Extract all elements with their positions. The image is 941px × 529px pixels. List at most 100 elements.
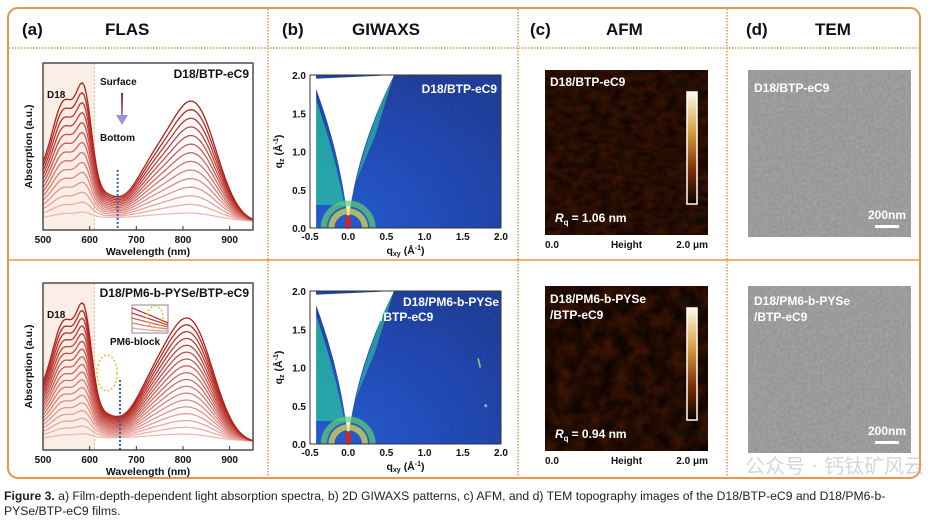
sample-label-line2: /BTP-eC9	[380, 310, 434, 324]
x-tick-label: 900	[221, 235, 238, 246]
giwaxs-ring-left	[310, 82, 345, 206]
figure-frame	[7, 7, 921, 479]
y-axis-label: qz (Å-1)	[272, 351, 286, 385]
afm-axis-left: 0.0	[545, 456, 559, 467]
y-tick-label: 1.0	[292, 148, 306, 159]
x-tick-label: 0.5	[379, 448, 393, 459]
colorbar-min: -3.6 nm	[672, 212, 707, 223]
x-axis-label-part: -1	[415, 245, 421, 252]
x-axis-label-part: )	[421, 245, 425, 257]
giwaxs-arc	[328, 208, 369, 229]
sample-label-line1: D18/PM6-b-PYSe	[403, 295, 499, 309]
x-tick-label: 2.0	[494, 232, 508, 243]
giwaxs-ring-right	[355, 291, 395, 399]
sample-label: D18/PM6-b-PYSe/BTP-eC9	[100, 286, 250, 300]
rq-subscript: q	[564, 434, 569, 443]
x-axis-label-part: -1	[415, 461, 421, 468]
giwaxs-ring-right	[355, 75, 395, 183]
afm-highlights	[545, 70, 708, 235]
pm6-block-circle	[96, 354, 118, 392]
spectrum-curve	[42, 386, 253, 442]
colorbar-max: 3.8 nm	[673, 79, 705, 90]
x-tick-label: 0.0	[341, 232, 355, 243]
x-tick-label: 500	[35, 455, 52, 466]
tem-image-bottom: D18/PM6-b-PYSe/BTP-eC9 200nm	[748, 286, 911, 453]
x-tick-label: 1.0	[418, 232, 432, 243]
x-axis-label-part: )	[421, 461, 425, 473]
tem-texture	[748, 286, 911, 453]
x-axis-label-part: xy	[393, 251, 401, 258]
giwaxs-ring-left	[310, 298, 345, 422]
x-tick-label: -0.5	[301, 232, 319, 243]
x-tick-label: 600	[81, 455, 98, 466]
spectrum-curve	[42, 171, 253, 221]
plot-frame	[309, 74, 502, 229]
spectrum-curve	[42, 131, 253, 221]
panel-a-letter: (a)	[22, 20, 43, 39]
y-tick-label: 0.5	[292, 402, 306, 413]
afm-highlights	[545, 286, 708, 451]
pm6-inset-circle	[146, 305, 164, 329]
x-tick-label: 800	[175, 455, 192, 466]
x-axis-label: Wavelength (nm)	[106, 466, 190, 478]
watermark: 公众号 · 钙钛矿风云	[745, 454, 925, 478]
x-tick-label: 700	[128, 235, 145, 246]
spectrum-curve	[42, 433, 253, 442]
spectrum-curve	[42, 394, 253, 442]
roughness-label: Rq = 1.06 nm	[555, 211, 627, 227]
afm-colorbar	[686, 307, 698, 421]
inset-curve	[131, 307, 169, 324]
giwaxs-blind-edge	[310, 291, 317, 444]
inset-curve	[131, 317, 169, 328]
y-tick-label: 1.0	[292, 364, 306, 375]
y-axis-label-part: z	[279, 158, 286, 162]
tem-image-top: D18/BTP-eC9 200nm	[748, 70, 911, 237]
spectrum-curve	[42, 181, 253, 222]
y-tick-label: 2.0	[292, 71, 306, 82]
y-axis-label-part: q	[273, 162, 285, 168]
spectrum-curve	[42, 371, 253, 442]
spectrum-curve	[42, 101, 253, 220]
pm6-block-label: PM6-block	[110, 337, 160, 348]
spectrum-curve	[42, 211, 253, 222]
x-axis-label-part: q	[386, 461, 392, 473]
y-tick-label: 0.0	[292, 440, 306, 451]
y-axis-label-part: )	[273, 135, 285, 139]
caption-label: Figure 3.	[4, 489, 55, 503]
x-tick-label: 0.5	[379, 232, 393, 243]
figure-caption: Figure 3. a) Film-depth-dependent light …	[4, 489, 939, 519]
spectrum-curve	[42, 340, 253, 442]
scale-bar-label: 200nm	[868, 424, 906, 438]
y-axis-label-part: (Å	[272, 360, 285, 371]
sample-label: D18/BTP-eC9	[550, 75, 626, 89]
spectrum-curve	[42, 161, 253, 221]
plot-frame	[309, 290, 502, 445]
x-tick-label: 600	[81, 235, 98, 246]
sample-label: D18/BTP-eC9	[422, 82, 498, 96]
d18-label: D18	[47, 90, 66, 101]
y-tick-label: 1.5	[292, 109, 306, 120]
depth-arrow-shaft	[121, 93, 123, 117]
x-tick-label: 900	[221, 455, 238, 466]
sample-label-line2: /BTP-eC9	[550, 308, 604, 322]
spectrum-curve	[42, 332, 253, 442]
x-axis-label-part: xy	[393, 467, 401, 474]
panel-c-letter: (c)	[530, 20, 551, 39]
giwaxs-arc	[320, 200, 376, 229]
sample-label: D18/BTP-eC9	[174, 67, 250, 81]
y-axis-label-part: -1	[273, 354, 280, 360]
panel-d-letter: (d)	[746, 20, 768, 39]
x-axis-label-part: (Å	[404, 460, 415, 473]
rq-symbol: R	[555, 211, 564, 225]
spectrum-curve	[42, 402, 253, 442]
depth-arrow-head	[116, 115, 128, 125]
afm-colorbar	[686, 91, 698, 205]
x-axis-label: Wavelength (nm)	[106, 246, 190, 258]
d18-label: D18	[47, 310, 66, 321]
x-tick-label: 1.5	[456, 232, 470, 243]
plot-frame	[42, 282, 254, 451]
roughness-label: Rq = 0.94 nm	[555, 427, 627, 443]
